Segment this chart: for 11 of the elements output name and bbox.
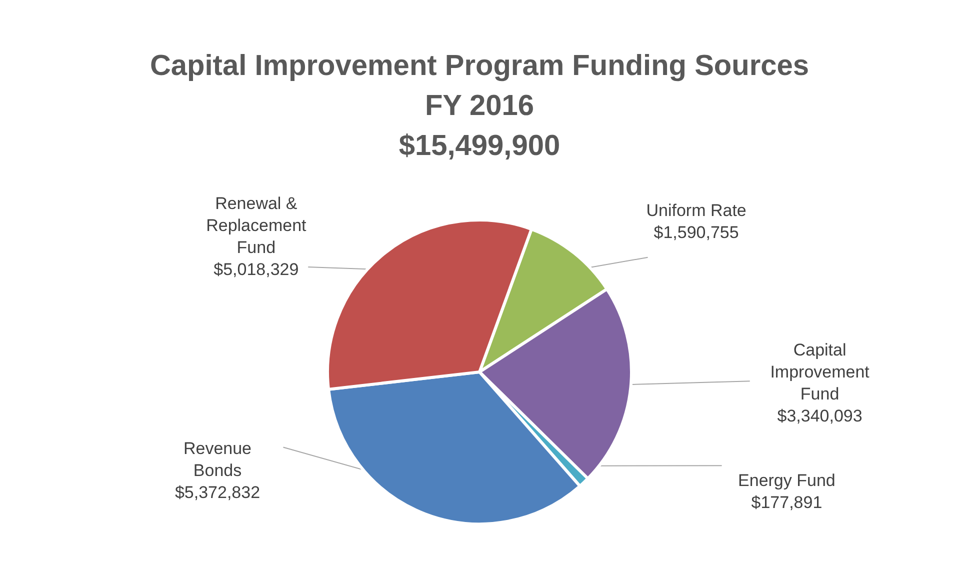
data-label: $177,891: [751, 492, 822, 512]
data-label: $1,590,755: [654, 223, 739, 242]
slice-label: Renewal & Replacement Fund: [206, 194, 307, 257]
slice-label: Revenue Bonds: [183, 439, 252, 480]
data-label: $5,018,329: [214, 260, 299, 279]
slice-label: Energy Fund: [738, 470, 836, 490]
data-label: $3,340,093: [777, 406, 862, 426]
slice-label: Uniform Rate: [646, 201, 746, 220]
data-label: $5,372,832: [174, 483, 260, 502]
slice-label: Capital Improvement Fund: [770, 340, 870, 404]
chart-title: Capital Improvement Program Funding Sources FY 2016 $15,499,900: [150, 50, 810, 162]
